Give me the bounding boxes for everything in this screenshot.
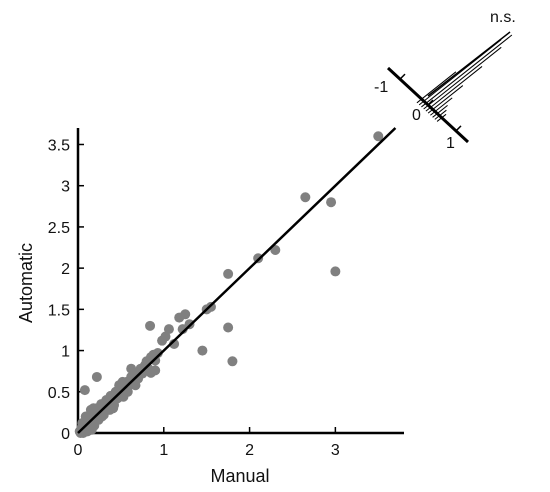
y-tick-label: 1 [61, 344, 70, 361]
inset-histogram-bar [421, 34, 513, 108]
data-point [227, 356, 238, 367]
x-tick-label: 0 [74, 442, 83, 459]
x-tick-label: 1 [159, 442, 168, 459]
data-point [86, 424, 97, 435]
inset-tick [455, 125, 462, 132]
x-axis-title: Manual [210, 466, 269, 486]
inset-tick-label-0: 0 [412, 107, 421, 124]
inset-histogram-bar [436, 113, 447, 122]
inset-tick-label-neg1: -1 [374, 79, 388, 96]
inset-tick-label-1: 1 [446, 135, 455, 152]
inset-histogram-bar [416, 71, 457, 104]
y-tick-label: 0 [61, 426, 70, 443]
inset-histogram-bar [430, 97, 453, 116]
y-tick-label: 1.5 [48, 302, 70, 319]
inset-significance-label: n.s. [490, 9, 516, 26]
inset-tick [399, 73, 406, 80]
y-tick-label: 0.5 [48, 385, 70, 402]
inset-histogram-bar [432, 105, 448, 118]
data-point [145, 320, 156, 331]
y-tick-label: 3.5 [48, 137, 70, 154]
significance-inset: n.s. -1 0 1 [374, 9, 516, 152]
y-tick-label: 2 [61, 261, 70, 278]
y-axis-title: Automatic [16, 243, 36, 323]
data-point [300, 192, 311, 203]
data-point [197, 345, 208, 356]
y-tick-label: 3 [61, 179, 70, 196]
axes: 0 1 2 3 0 0.5 1 1.5 2 2.5 3 3.5 [48, 128, 404, 459]
data-point [163, 324, 174, 335]
fit-line [77, 127, 397, 434]
inset-tick [427, 99, 434, 106]
data-points [74, 131, 384, 438]
inset-histogram-bar [423, 46, 502, 110]
inset-histogram [416, 34, 513, 122]
data-point [160, 331, 171, 342]
inset-outline [427, 31, 511, 97]
inset-ticks [399, 73, 462, 132]
data-point [150, 365, 161, 376]
data-point [108, 403, 119, 414]
data-point [126, 363, 137, 374]
data-point [373, 131, 384, 142]
data-point [91, 371, 102, 382]
data-point [137, 368, 148, 379]
inset-histogram-bar [434, 109, 447, 120]
data-point [326, 197, 337, 208]
y-ticks: 0 0.5 1 1.5 2 2.5 3 3.5 [48, 137, 84, 443]
inset-histogram-bar [418, 39, 502, 106]
data-point [180, 309, 191, 320]
data-point [117, 376, 128, 387]
x-tick-label: 2 [245, 442, 254, 459]
inset-histogram-bar [427, 85, 464, 114]
x-tick-label: 3 [331, 442, 340, 459]
data-point [130, 380, 141, 391]
inset-histogram-bar [425, 66, 483, 112]
data-point [223, 268, 234, 279]
data-point [223, 322, 234, 333]
y-tick-label: 2.5 [48, 220, 70, 237]
data-point [330, 266, 341, 277]
data-point [79, 385, 90, 396]
